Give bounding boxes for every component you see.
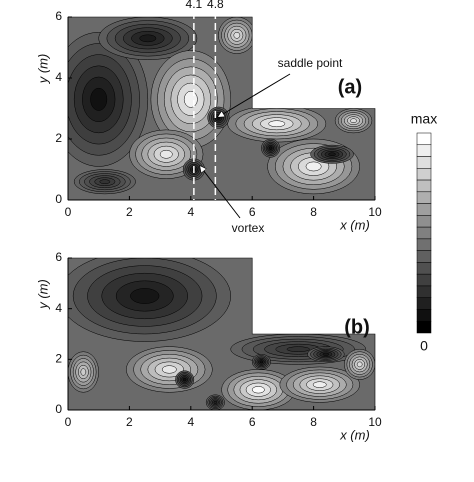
colorbar-label: max	[411, 111, 437, 127]
x-tick-label: 2	[126, 415, 133, 429]
x-tick-label: 0	[65, 415, 72, 429]
y-tick-label: 0	[55, 192, 62, 206]
colorbar-swatch	[416, 226, 432, 240]
x-tick-label: 10	[368, 205, 382, 219]
colorbar-swatch	[416, 132, 432, 146]
contour-band	[322, 352, 330, 356]
x-tick-label: 6	[249, 415, 256, 429]
contour-band	[183, 90, 198, 108]
colorbar-label: 0	[420, 338, 428, 354]
panel-label: (b)	[344, 316, 370, 338]
contour-band	[161, 365, 177, 374]
colorbar-swatch	[416, 179, 432, 193]
colorbar: max 0	[411, 111, 437, 354]
y-axis-label: y (m)	[35, 279, 50, 310]
annotation-arrow	[200, 166, 241, 219]
colorbar-swatch	[416, 191, 432, 204]
contour-band	[99, 179, 111, 184]
contour-band	[356, 361, 363, 368]
colorbar-swatch	[416, 203, 432, 216]
annotation-arrow	[218, 73, 291, 117]
contour-band	[286, 346, 310, 352]
panel-label: (a)	[338, 76, 362, 98]
contour-band	[90, 87, 108, 111]
y-tick-label: 6	[55, 250, 62, 264]
contour-panel: 0 2 4 6 8 10 0 2 4 6 x (m) y (m) (a) 4.1 4.8 saddle poi…	[35, 0, 382, 235]
contour-band	[251, 386, 265, 394]
y-tick-label: 6	[55, 9, 62, 23]
x-tick-label: 4	[187, 415, 194, 429]
colorbar-swatch	[416, 144, 432, 157]
contour-band	[312, 381, 327, 388]
x-axis-label: x (m)	[339, 217, 370, 232]
annotation: vortex	[232, 221, 265, 235]
contour-band	[328, 152, 336, 157]
y-tick-label: 2	[55, 352, 62, 366]
contour-field	[68, 258, 375, 410]
x-tick-label: 8	[310, 415, 317, 429]
section-label: 4.8	[207, 0, 224, 11]
y-tick-label: 2	[55, 131, 62, 145]
x-tick-label: 6	[249, 205, 256, 219]
x-tick-label: 10	[368, 415, 382, 429]
contour-band	[80, 368, 87, 376]
colorbar-swatch	[416, 156, 432, 169]
contour-band	[305, 161, 322, 172]
x-tick-label: 0	[65, 205, 72, 219]
x-tick-label: 2	[126, 205, 133, 219]
section-label: 4.1	[186, 0, 203, 11]
annotation: saddle point	[278, 56, 343, 70]
contour-band	[213, 400, 218, 404]
colorbar-swatch	[416, 297, 432, 310]
y-tick-label: 0	[55, 402, 62, 416]
x-tick-label: 4	[187, 205, 194, 219]
y-tick-label: 4	[55, 301, 62, 315]
contour-band	[182, 377, 187, 382]
contour-band	[268, 120, 286, 128]
colorbar-swatch	[416, 250, 432, 263]
colorbar-swatch	[416, 285, 432, 298]
colorbar-swatch	[416, 309, 432, 322]
contour-band	[139, 34, 157, 43]
contour-band	[350, 118, 357, 123]
colorbar-swatch	[416, 320, 432, 334]
colorbar-swatch	[416, 215, 432, 228]
contour-band	[259, 360, 264, 364]
colorbar-swatch	[416, 168, 432, 181]
y-tick-label: 4	[55, 70, 62, 84]
contour-band	[268, 146, 273, 150]
colorbar-swatch	[416, 273, 432, 287]
contour-panel: 0 2 4 6 8 10 0 2 4 6 x (m) y (m) (b)	[35, 250, 382, 442]
x-axis-label: x (m)	[339, 427, 370, 442]
x-tick-label: 8	[310, 205, 317, 219]
y-axis-label: y (m)	[35, 54, 50, 85]
contour-band	[159, 149, 173, 159]
contour-band	[233, 32, 241, 39]
colorbar-swatch	[416, 238, 432, 251]
colorbar-swatch	[416, 262, 432, 275]
contour-band	[130, 288, 160, 304]
contour-field	[68, 17, 375, 200]
